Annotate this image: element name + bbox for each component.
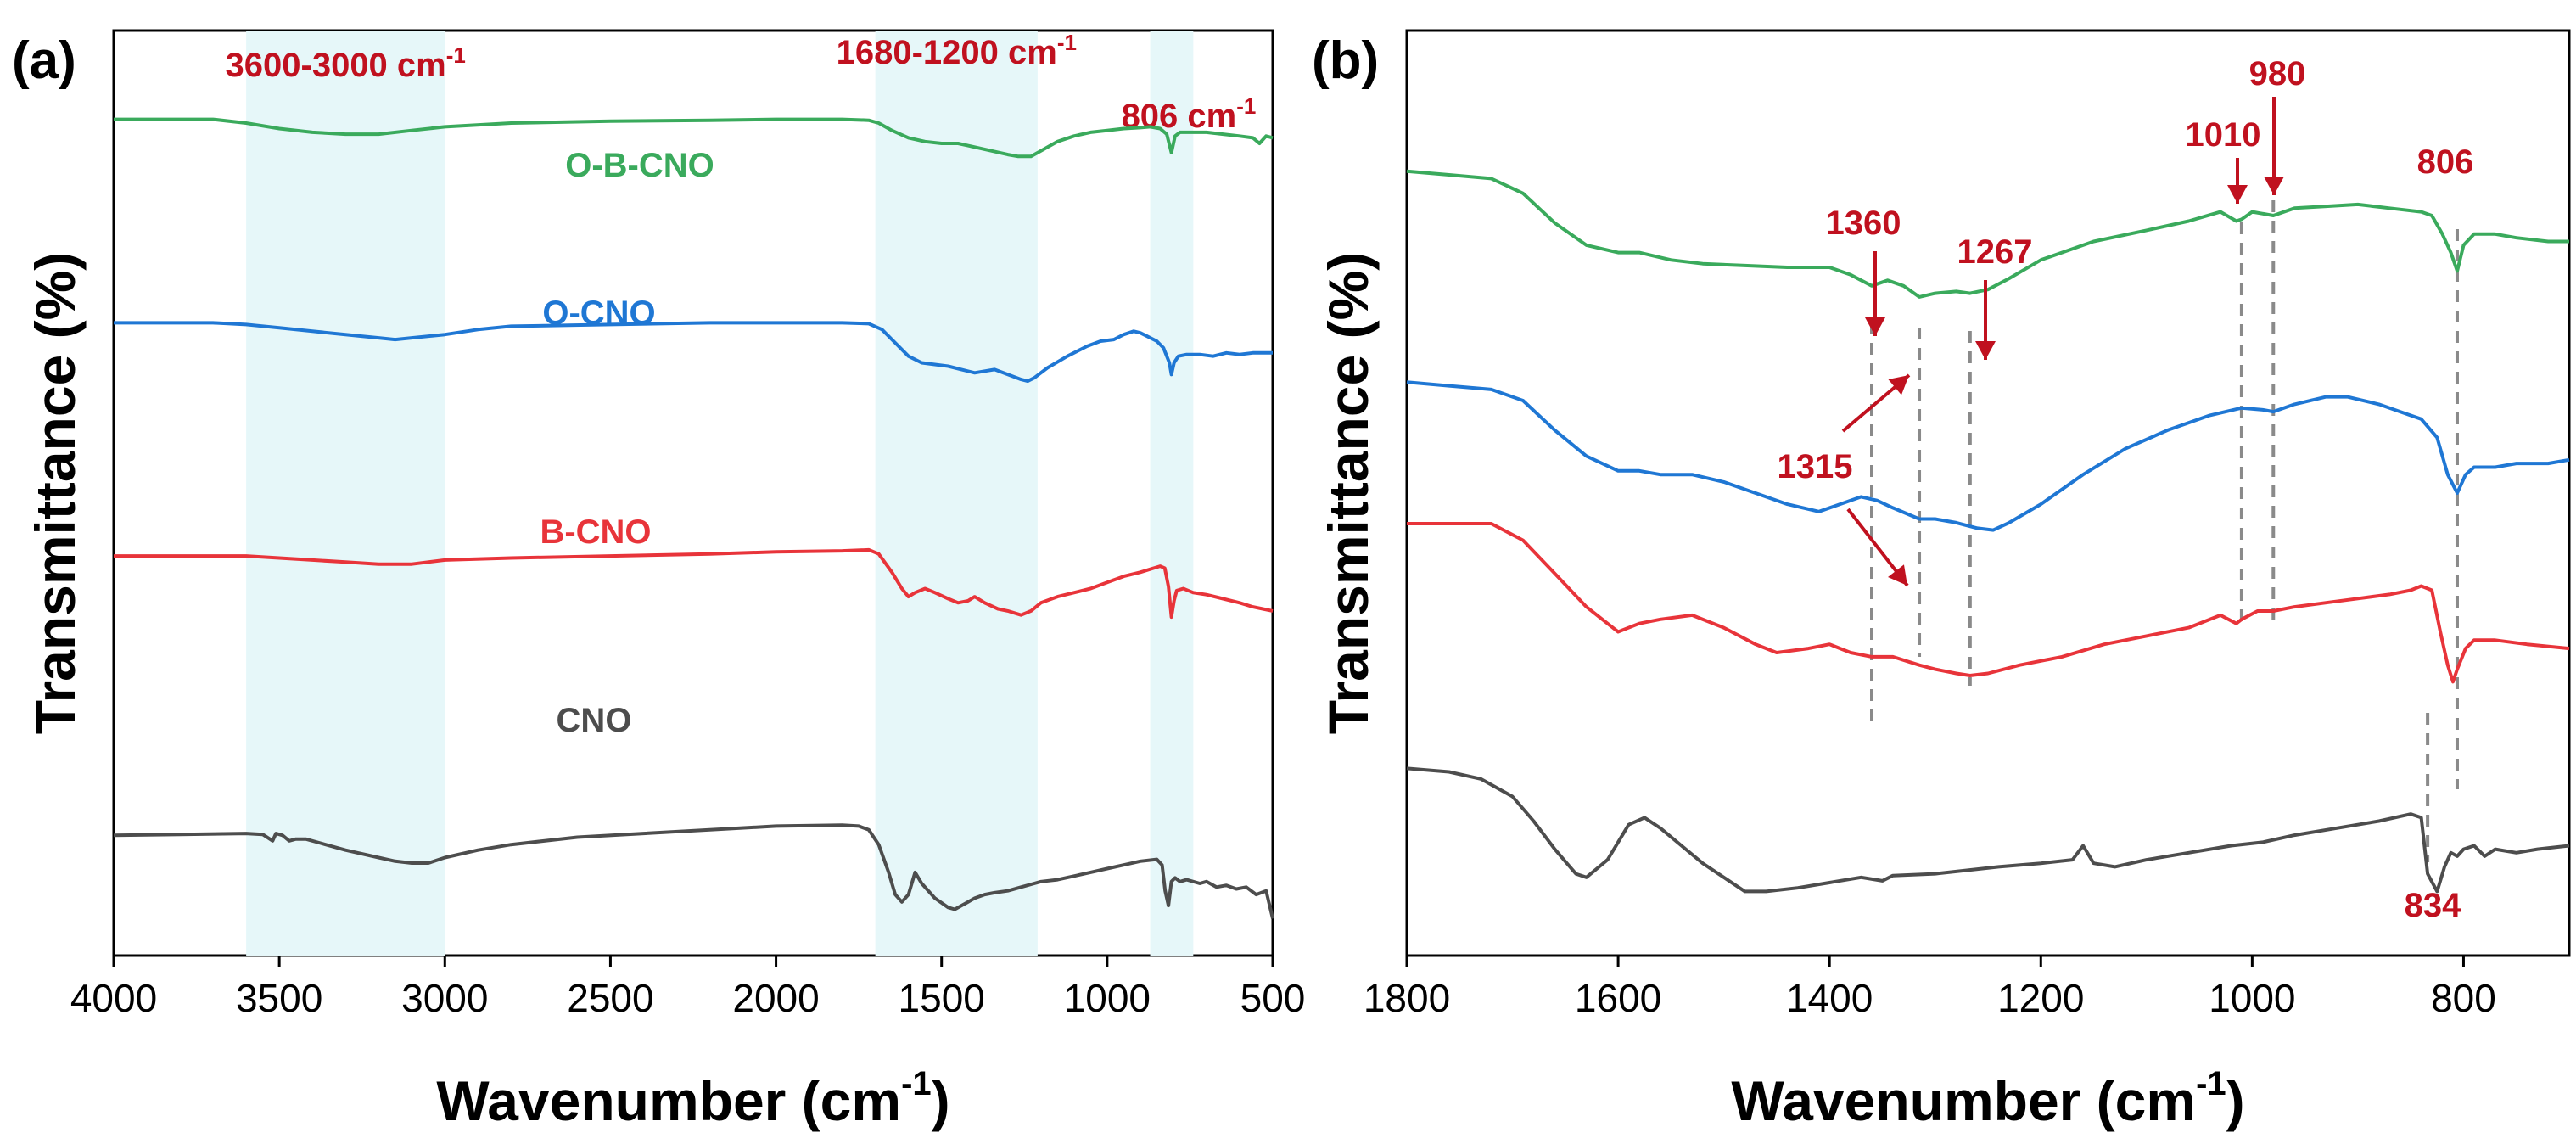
series-label-cno: CNO (557, 702, 632, 739)
x-tick-label: 4000 (70, 976, 157, 1020)
x-tick-label: 1600 (1575, 976, 1661, 1020)
peak-arrowhead (1975, 341, 1996, 360)
peak-label-1010: 1010 (2186, 116, 2261, 154)
x-tick-label: 3500 (236, 976, 322, 1020)
peak-label-980: 980 (2249, 55, 2306, 93)
panel-b-ylabel: Transmittance (%) (1317, 252, 1380, 734)
panel-b-label: (b) (1312, 31, 1379, 90)
series-line-o-cno (114, 321, 1273, 384)
series-label-b-cno: B-CNO (540, 513, 651, 551)
peak-arrowhead (1888, 375, 1909, 395)
panel-b-frame (1405, 29, 2571, 957)
series-line-o-b-cno (1406, 169, 2569, 299)
panel-a-frame (112, 29, 1274, 957)
panel-b-xlabel: Wavenumber (cm-1) (1731, 1065, 2244, 1132)
series-line-cno (1406, 766, 2570, 894)
peak-arrowhead (2264, 177, 2284, 195)
panel-a-xlabel: Wavenumber (cm-1) (436, 1065, 949, 1132)
band-label: 3600-3000 cm-1 (226, 42, 466, 84)
peak-label-806: 806 (2417, 143, 2474, 181)
highlight-band (246, 31, 445, 956)
x-tick-label: 1500 (899, 976, 985, 1020)
peak-label-1360: 1360 (1826, 205, 1901, 242)
x-tick-label: 2000 (732, 976, 819, 1020)
series-label-o-b-cno: O-B-CNO (565, 147, 714, 184)
x-tick-label: 2500 (567, 976, 653, 1020)
x-tick-label: 1000 (1064, 976, 1151, 1020)
band-label: 1680-1200 cm-1 (837, 30, 1077, 71)
series-line-b-cno (114, 547, 1274, 620)
peak-arrowhead (1865, 317, 1885, 336)
peak-arrowhead (1888, 564, 1907, 586)
peak-arrowhead (2227, 185, 2248, 204)
x-tick-label: 1400 (1786, 976, 1873, 1020)
x-tick-label: 3000 (401, 976, 488, 1020)
panel-a-label: (a) (12, 31, 76, 90)
x-tick-label: 1200 (1997, 976, 2084, 1020)
series-line-o-cno (1406, 380, 2570, 532)
series-line-b-cno (1407, 522, 2570, 684)
panel-a-ylabel: Transmittance (%) (24, 252, 87, 734)
x-tick-label: 800 (2431, 976, 2496, 1020)
x-tick-label: 500 (1240, 976, 1306, 1020)
peak-label-834: 834 (2405, 887, 2461, 924)
series-line-cno (113, 823, 1274, 919)
x-tick-label: 1000 (2209, 976, 2295, 1020)
x-tick-label: 1800 (1364, 976, 1450, 1020)
highlight-band (1150, 31, 1194, 956)
series-label-o-cno: O-CNO (542, 294, 655, 332)
peak-label-1267: 1267 (1957, 233, 2033, 271)
panel-b: 1360 1267 1315 1010 980 806 834 1800 1600 1400 12… (1312, 29, 2571, 1132)
series-line-o-b-cno (114, 117, 1274, 159)
highlight-band (875, 31, 1038, 956)
peak-label-1315: 1315 (1778, 448, 1853, 485)
